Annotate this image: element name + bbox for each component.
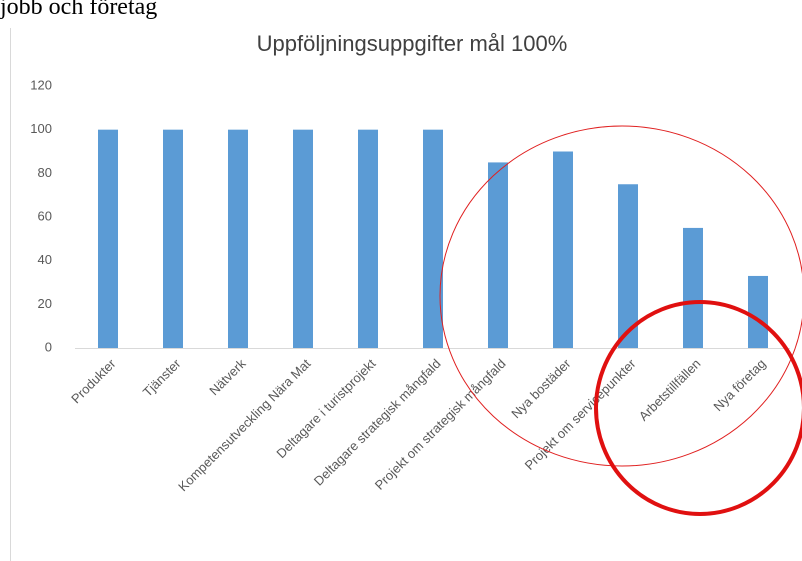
x-tick-label: Nya bostäder (508, 355, 574, 421)
y-tick-label: 20 (38, 296, 52, 311)
y-tick-label: 80 (38, 165, 52, 180)
y-tick-label: 60 (38, 208, 52, 223)
marks: 0 20 40 60 80 100 120 Produkter Tjänster NätverkK… (30, 77, 768, 494)
y-tick-label: 0 (45, 339, 52, 354)
x-tick-label: Deltagare strategisk mångfald (311, 356, 444, 489)
x-tick-label: Tjänster (140, 355, 184, 399)
annotation-circle (594, 300, 802, 516)
bar (488, 162, 508, 348)
x-tick-label: Projekt om strategisk mångfald (372, 356, 509, 493)
caption: jobb och företag (0, 0, 157, 20)
y-tick-label: 100 (30, 121, 52, 136)
bar (293, 129, 313, 348)
bar (683, 227, 703, 348)
bar (553, 151, 573, 348)
bar (618, 184, 638, 348)
x-tick-label: Nätverk (206, 356, 249, 399)
bar (228, 129, 248, 348)
x-tick-label: Kompetensutveckling Nära Mat (175, 356, 314, 495)
bar (423, 129, 443, 348)
bar (748, 275, 768, 348)
x-tick-label: Arbetstillfällen (636, 356, 704, 424)
chart-title: Uppföljningsuppgifter mål 100% (257, 31, 568, 56)
bar (98, 129, 118, 348)
x-tick-label: Projekt om servicepunkter (522, 355, 639, 472)
bar (358, 129, 378, 348)
x-tick-label: Produkter (68, 355, 119, 406)
y-tick-label: 120 (30, 77, 52, 92)
y-tick-label: 40 (38, 252, 52, 267)
x-tick-label: Nya företag (710, 356, 768, 414)
annotation-circle (439, 125, 802, 467)
bar (163, 129, 183, 348)
